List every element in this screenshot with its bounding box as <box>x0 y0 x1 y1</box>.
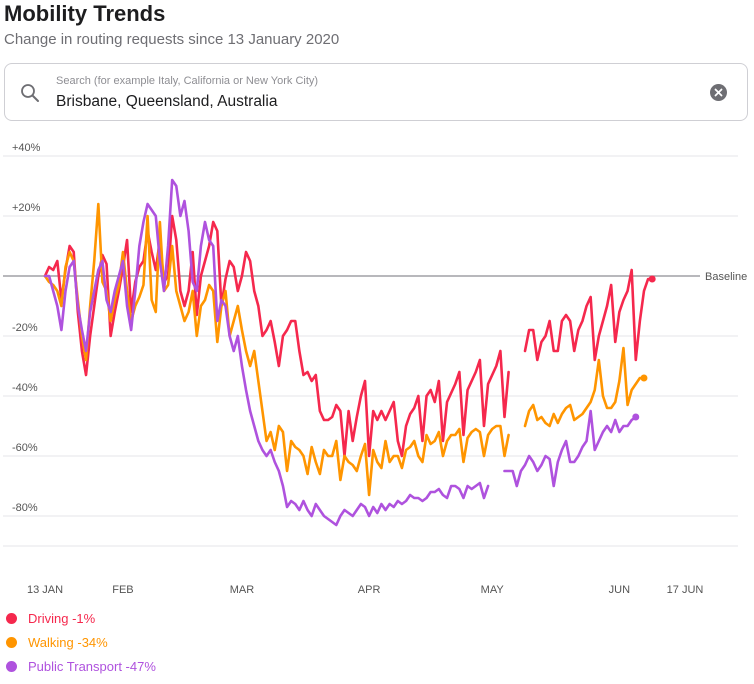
legend-label-public-transport: Public Transport -47% <box>28 659 156 674</box>
y-tick-label: -80% <box>12 502 38 514</box>
legend-label-driving: Driving -1% <box>28 611 96 626</box>
search-box[interactable]: Search (for example Italy, California or… <box>4 63 748 121</box>
x-tick-label: FEB <box>112 584 133 596</box>
legend-dot-walking <box>6 637 17 648</box>
series-line-public-transport <box>503 409 638 488</box>
x-tick-label: MAR <box>230 584 255 596</box>
y-tick-label: -40% <box>12 382 38 394</box>
page-subtitle: Change in routing requests since 13 Janu… <box>4 31 340 48</box>
x-tick-label: MAY <box>481 584 505 596</box>
x-tick-label: 17 JUN <box>667 584 704 596</box>
x-tick-label: 13 JAN <box>27 584 63 596</box>
x-tick-label: APR <box>358 584 381 596</box>
series-line-driving <box>43 214 510 458</box>
search-placeholder: Search (for example Italy, California or… <box>56 75 319 87</box>
page-title: Mobility Trends <box>4 1 166 26</box>
series-line-driving <box>523 268 654 362</box>
series-line-walking <box>523 346 646 428</box>
series-end-point-walking <box>640 374 648 382</box>
series-end-point-driving <box>648 275 656 283</box>
series-line-walking <box>43 202 510 497</box>
legend-label-walking: Walking -34% <box>28 635 108 650</box>
y-tick-label: -60% <box>12 442 38 454</box>
series-end-point-public-transport <box>632 413 640 421</box>
mobility-chart: +40% +20% -20% -40% -60% -80% Baseline 13 JAN FE… <box>3 142 747 596</box>
y-tick-label: -20% <box>12 322 38 334</box>
baseline-label: Baseline <box>705 271 747 283</box>
y-tick-label: +40% <box>12 142 41 154</box>
x-tick-label: JUN <box>609 584 630 596</box>
legend-dot-public-transport <box>6 661 17 672</box>
search-input[interactable]: Brisbane, Queensland, Australia <box>56 93 278 110</box>
clear-icon[interactable] <box>710 84 727 101</box>
y-tick-label: +20% <box>12 202 41 214</box>
legend-dot-driving <box>6 613 17 624</box>
search-icon <box>21 84 39 102</box>
series-line-public-transport <box>43 178 490 527</box>
